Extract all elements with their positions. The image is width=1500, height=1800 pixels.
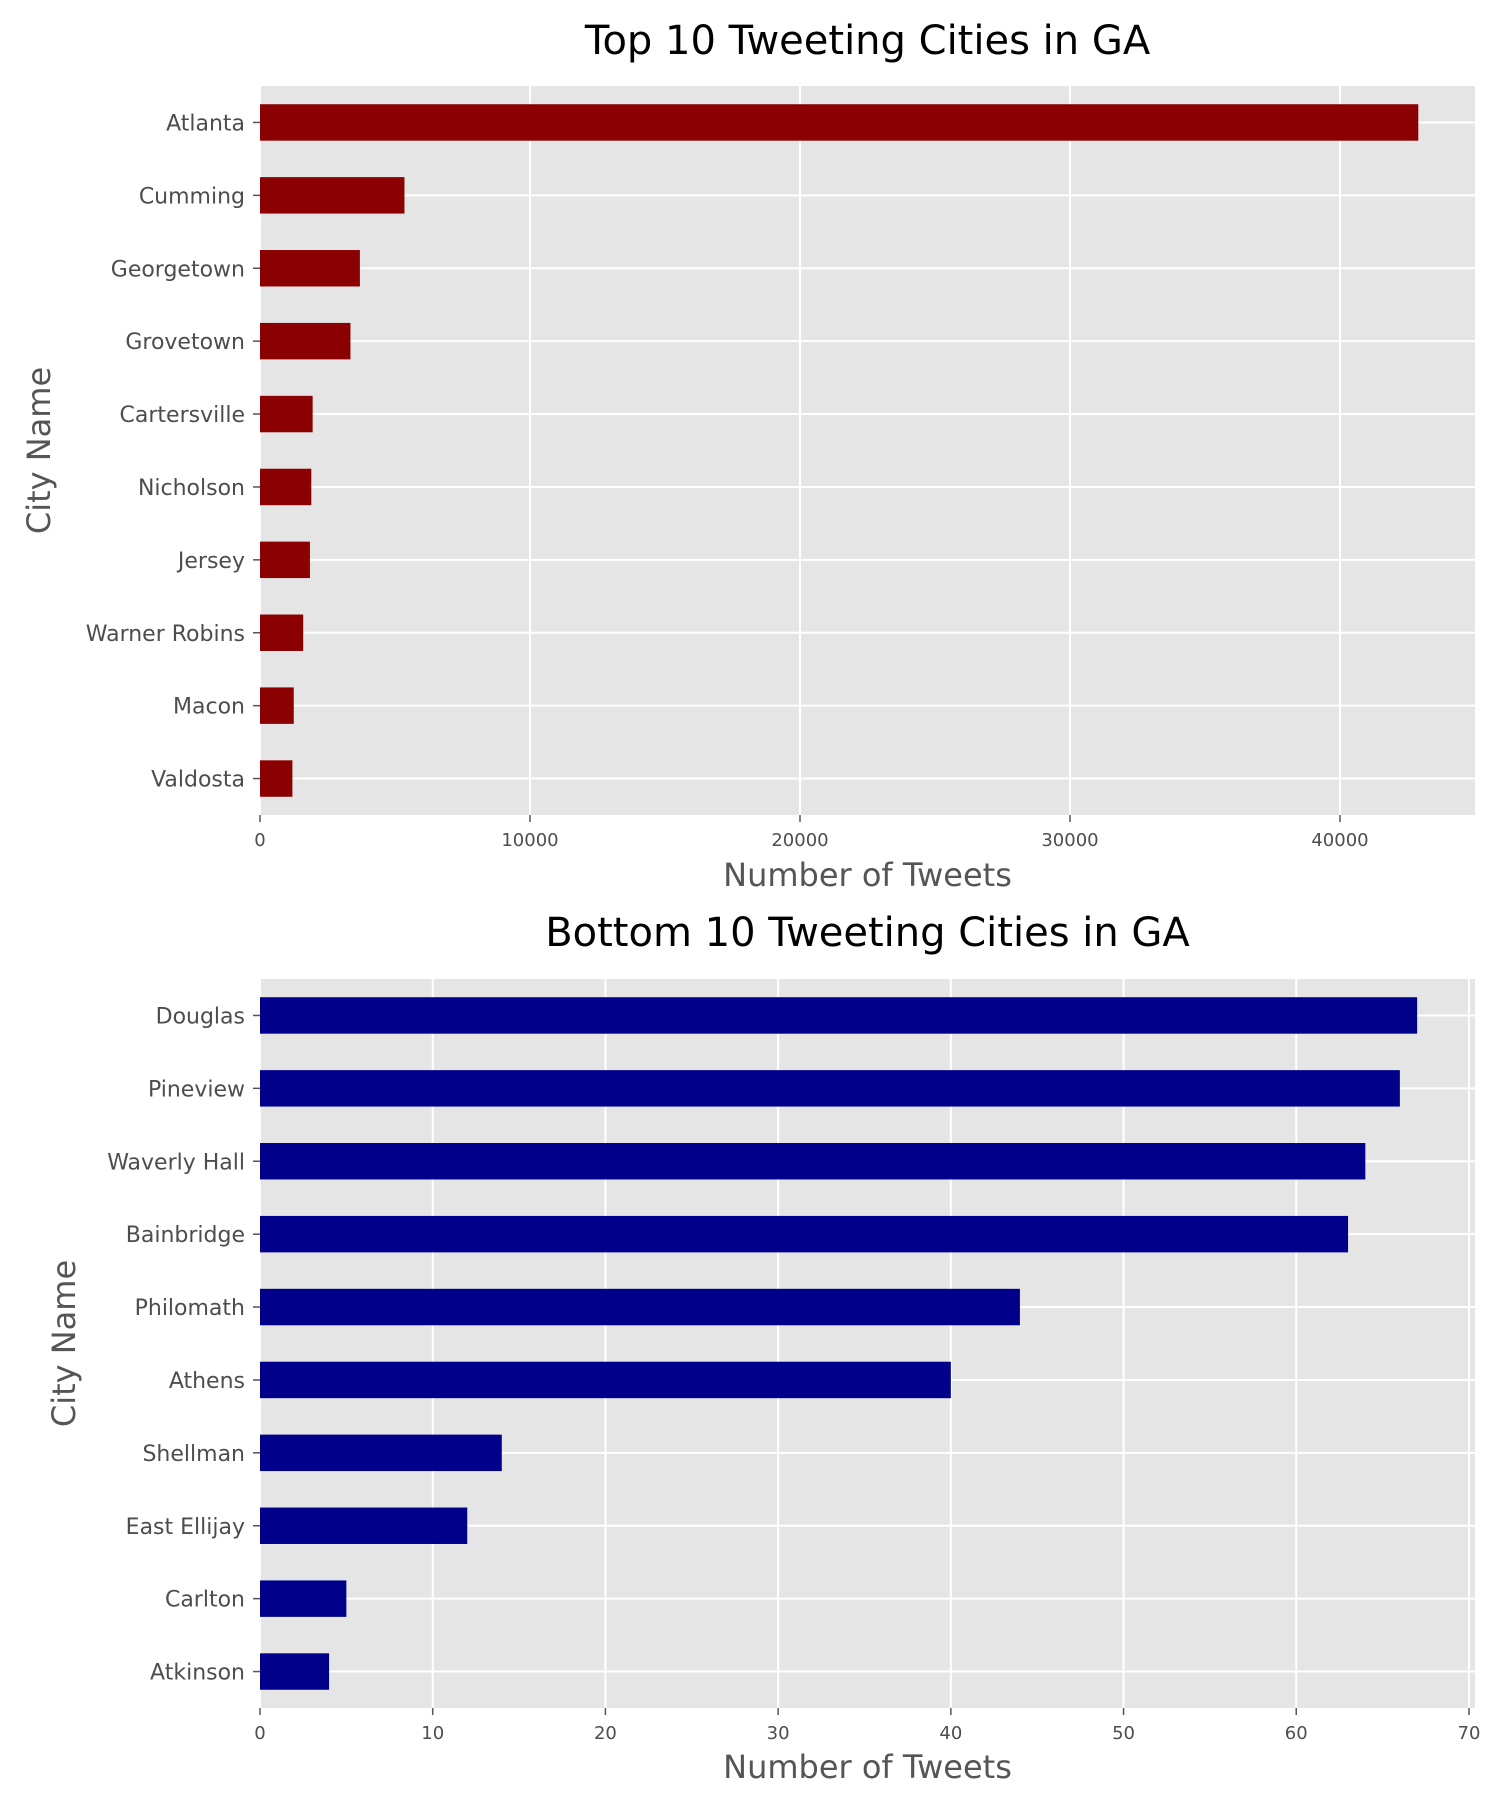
bar-carlton[interactable] bbox=[260, 1580, 347, 1617]
y-tick-label-philomath: Philomath bbox=[135, 1296, 245, 1321]
x-tick-label: 0 bbox=[254, 830, 265, 851]
y-tick-label-warner-robins: Warner Robins bbox=[86, 622, 245, 647]
y-tick-label-shellman: Shellman bbox=[142, 1442, 245, 1467]
x-tick-label: 70 bbox=[1458, 1723, 1481, 1744]
x-tick-label: 30000 bbox=[1041, 830, 1098, 851]
x-tick-label: 50 bbox=[1112, 1723, 1135, 1744]
bar-athens[interactable] bbox=[260, 1361, 951, 1399]
bar-cumming[interactable] bbox=[260, 177, 405, 214]
chart-title: Top 10 Tweeting Cities in GA bbox=[584, 18, 1151, 64]
y-tick-label-atkinson: Atkinson bbox=[150, 1661, 245, 1686]
y-tick-label-cumming: Cumming bbox=[139, 184, 245, 209]
x-tick-label: 60 bbox=[1285, 1723, 1308, 1744]
bar-atlanta[interactable] bbox=[260, 104, 1419, 141]
x-axis-label: Number of Tweets bbox=[723, 856, 1012, 894]
y-tick-label-pineview: Pineview bbox=[148, 1077, 245, 1102]
y-tick-label-cartersville: Cartersville bbox=[120, 403, 245, 428]
bar-waverly-hall[interactable] bbox=[260, 1143, 1366, 1180]
bar-macon[interactable] bbox=[260, 687, 294, 724]
bar-shellman[interactable] bbox=[260, 1434, 502, 1472]
x-tick-label: 10 bbox=[421, 1723, 444, 1744]
bar-jersey[interactable] bbox=[260, 541, 310, 579]
bar-atkinson[interactable] bbox=[260, 1653, 330, 1690]
y-tick-label-east-ellijay: East Ellijay bbox=[126, 1515, 245, 1540]
bar-nicholson[interactable] bbox=[260, 468, 312, 506]
y-tick-label-waverly-hall: Waverly Hall bbox=[107, 1150, 245, 1175]
x-tick-label: 20000 bbox=[771, 830, 828, 851]
y-tick-label-douglas: Douglas bbox=[156, 1004, 245, 1029]
y-tick-label-georgetown: Georgetown bbox=[111, 257, 245, 282]
y-tick-label-atlanta: Atlanta bbox=[166, 111, 245, 136]
bar-cartersville[interactable] bbox=[260, 395, 313, 433]
y-axis-label: City Name bbox=[45, 1260, 83, 1427]
x-tick-label: 40 bbox=[939, 1723, 962, 1744]
y-tick-label-macon: Macon bbox=[173, 695, 245, 720]
bar-valdosta[interactable] bbox=[260, 760, 293, 797]
bar-east-ellijay[interactable] bbox=[260, 1507, 468, 1544]
bar-bainbridge[interactable] bbox=[260, 1215, 1349, 1253]
x-tick-label: 0 bbox=[254, 1723, 265, 1744]
bar-georgetown[interactable] bbox=[260, 250, 360, 287]
plot-area bbox=[260, 86, 1475, 815]
x-tick-label: 20 bbox=[594, 1723, 617, 1744]
x-tick-label: 40000 bbox=[1311, 830, 1368, 851]
y-tick-label-bainbridge: Bainbridge bbox=[126, 1223, 245, 1248]
bar-warner-robins[interactable] bbox=[260, 614, 304, 651]
bar-philomath[interactable] bbox=[260, 1288, 1020, 1326]
bar-grovetown[interactable] bbox=[260, 322, 351, 360]
y-tick-label-athens: Athens bbox=[169, 1369, 245, 1394]
y-tick-label-grovetown: Grovetown bbox=[125, 330, 245, 355]
x-tick-label: 10000 bbox=[501, 830, 558, 851]
bar-douglas[interactable] bbox=[260, 997, 1418, 1034]
y-tick-label-carlton: Carlton bbox=[165, 1588, 245, 1613]
y-axis-label: City Name bbox=[20, 367, 58, 534]
y-tick-label-nicholson: Nicholson bbox=[138, 476, 245, 501]
bottom-cities-chart: 0 10 20 30 40 50 60 70 Douglas Pineview Waverly Ha… bbox=[45, 910, 1480, 1786]
chart-title: Bottom 10 Tweeting Cities in GA bbox=[545, 910, 1190, 956]
x-axis-label: Number of Tweets bbox=[723, 1748, 1012, 1786]
x-tick-label: 30 bbox=[767, 1723, 790, 1744]
top-cities-chart: 0 10000 20000 30000 40000 Atlanta Cumming Georg… bbox=[20, 18, 1475, 894]
y-tick-label-jersey: Jersey bbox=[176, 549, 245, 574]
y-tick-label-valdosta: Valdosta bbox=[151, 768, 245, 793]
bar-pineview[interactable] bbox=[260, 1070, 1400, 1107]
